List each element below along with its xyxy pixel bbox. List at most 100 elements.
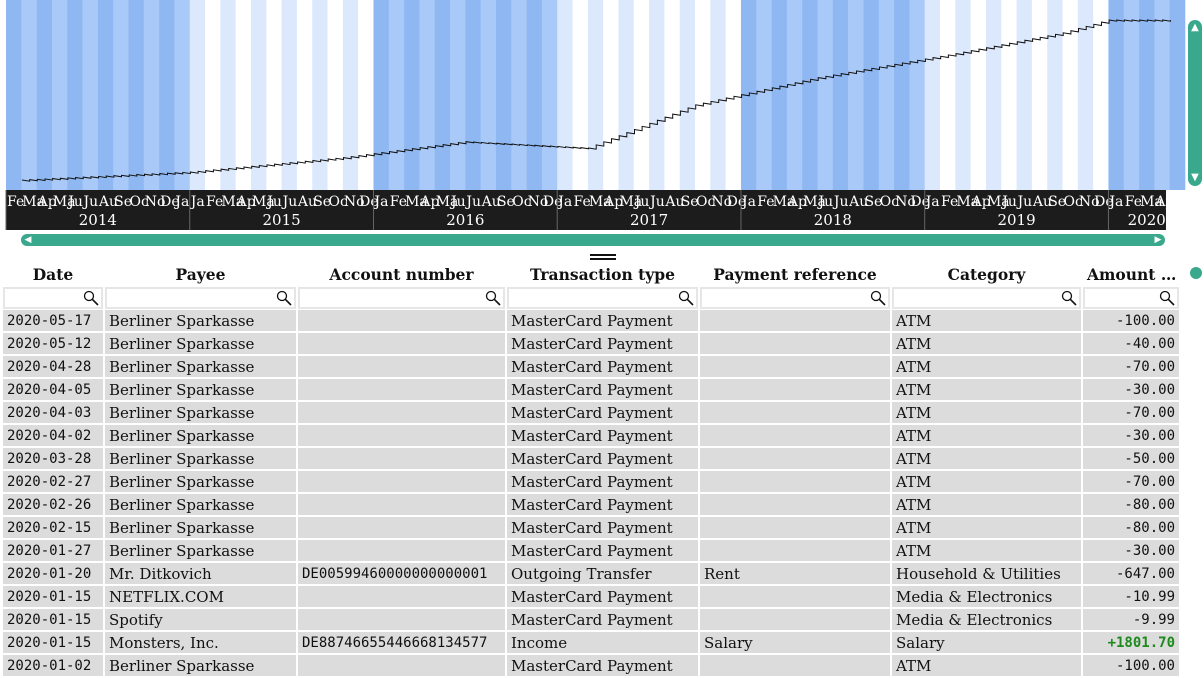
- timeline-month-band[interactable]: [817, 0, 834, 190]
- timeline-month-band[interactable]: [1031, 0, 1048, 190]
- table-row[interactable]: 2020-01-27 Berliner Sparkasse MasterCard P…: [2, 540, 1189, 563]
- search-icon[interactable]: [1061, 290, 1077, 306]
- timeline-month-band[interactable]: [1123, 0, 1140, 190]
- scroll-right-icon[interactable]: ▶: [1154, 235, 1162, 245]
- timeline-month-band[interactable]: [526, 0, 543, 190]
- horizontal-timeline-scrollbar[interactable]: ◀ ▶: [21, 234, 1165, 246]
- column-header-date[interactable]: Date: [32, 265, 74, 284]
- timeline-chart[interactable]: Fe Ma Ap Ma Ju Ju Au Se Oc No De Ja 2014 Ja Fe Ma Ap Ma Ju…: [0, 0, 1204, 250]
- timeline-month-band[interactable]: [970, 0, 987, 190]
- timeline-month-band[interactable]: [786, 0, 803, 190]
- timeline-month-band[interactable]: [128, 0, 145, 190]
- timeline-month-band[interactable]: [511, 0, 527, 190]
- timeline-month-band[interactable]: [725, 0, 742, 190]
- timeline-month-band[interactable]: [679, 0, 696, 190]
- timeline-month-band[interactable]: [143, 0, 160, 190]
- timeline-month-band[interactable]: [695, 0, 711, 190]
- timeline-month-band[interactable]: [649, 0, 665, 190]
- scroll-down-icon[interactable]: ▼: [1191, 172, 1199, 183]
- search-icon[interactable]: [276, 290, 292, 306]
- filter-input-category[interactable]: [894, 289, 1079, 307]
- timeline-month-band[interactable]: [174, 0, 191, 190]
- timeline-month-band[interactable]: [296, 0, 313, 190]
- timeline-month-band[interactable]: [358, 0, 374, 190]
- table-row[interactable]: 2020-01-15 Spotify MasterCard Payment Media…: [2, 609, 1189, 632]
- filter-input-amount[interactable]: [1085, 289, 1177, 307]
- timeline-month-band[interactable]: [113, 0, 129, 190]
- timeline-month-band[interactable]: [373, 0, 390, 190]
- table-row[interactable]: 2020-04-02 Berliner Sparkasse MasterCard P…: [2, 425, 1189, 448]
- search-icon[interactable]: [485, 290, 501, 306]
- timeline-month-band[interactable]: [924, 0, 941, 190]
- table-row[interactable]: 2020-01-02 Berliner Sparkasse MasterCard P…: [2, 655, 1189, 678]
- year-tick-label[interactable]: 2015: [263, 211, 301, 229]
- timeline-month-band[interactable]: [1093, 0, 1109, 190]
- timeline-month-band[interactable]: [940, 0, 956, 190]
- timeline-month-band[interactable]: [419, 0, 436, 190]
- filter-input-ref[interactable]: [702, 289, 888, 307]
- timeline-month-band[interactable]: [909, 0, 926, 190]
- timeline-month-band[interactable]: [51, 0, 68, 190]
- timeline-month-band[interactable]: [863, 0, 880, 190]
- timeline-month-band[interactable]: [21, 0, 37, 190]
- timeline-month-band[interactable]: [465, 0, 481, 190]
- timeline-month-band[interactable]: [618, 0, 635, 190]
- column-header-account-number[interactable]: Account number: [329, 265, 474, 284]
- timeline-month-band[interactable]: [205, 0, 221, 190]
- timeline-month-band[interactable]: [266, 0, 282, 190]
- timeline-month-band[interactable]: [1047, 0, 1063, 190]
- timeline-month-band[interactable]: [281, 0, 298, 190]
- timeline-month-band[interactable]: [159, 0, 175, 190]
- timeline-month-band[interactable]: [82, 0, 99, 190]
- timeline-month-band[interactable]: [1077, 0, 1094, 190]
- table-row[interactable]: 2020-04-28 Berliner Sparkasse MasterCard P…: [2, 356, 1189, 379]
- table-row[interactable]: 2020-01-20 Mr. Ditkovich DE005994600000000…: [2, 563, 1189, 586]
- timeline-month-band[interactable]: [756, 0, 772, 190]
- year-tick-label[interactable]: 2014: [79, 211, 117, 229]
- timeline-month-band[interactable]: [36, 0, 53, 190]
- timeline-month-band[interactable]: [97, 0, 114, 190]
- table-row[interactable]: 2020-02-26 Berliner Sparkasse MasterCard P…: [2, 494, 1189, 517]
- year-tick-label[interactable]: 2020: [1128, 211, 1166, 229]
- timeline-month-band[interactable]: [67, 0, 83, 190]
- table-row[interactable]: 2020-02-15 Berliner Sparkasse MasterCard P…: [2, 517, 1189, 540]
- panel-splitter-handle[interactable]: [590, 254, 616, 260]
- column-header-amount[interactable]: Amount …: [1087, 265, 1177, 284]
- filter-input-date[interactable]: [5, 289, 101, 307]
- timeline-month-band[interactable]: [740, 0, 757, 190]
- timeline-month-band[interactable]: [664, 0, 681, 190]
- timeline-month-band[interactable]: [572, 0, 589, 190]
- search-icon[interactable]: [870, 290, 886, 306]
- timeline-month-band[interactable]: [832, 0, 849, 190]
- timeline-month-band[interactable]: [189, 0, 206, 190]
- table-row[interactable]: 2020-05-12 Berliner Sparkasse MasterCard P…: [2, 333, 1189, 356]
- table-row[interactable]: 2020-01-15 Monsters, Inc. DE88746655446668…: [2, 632, 1189, 655]
- year-tick-label[interactable]: 2018: [814, 211, 852, 229]
- timeline-month-band[interactable]: [404, 0, 420, 190]
- table-row[interactable]: 2020-05-17 Berliner Sparkasse MasterCard P…: [2, 310, 1189, 333]
- timeline-month-band[interactable]: [495, 0, 512, 190]
- column-header-transaction-type[interactable]: Transaction type: [529, 265, 675, 284]
- timeline-month-band[interactable]: [327, 0, 344, 190]
- timeline-month-band[interactable]: [388, 0, 405, 190]
- timeline-month-band[interactable]: [220, 0, 236, 190]
- timeline-month-band[interactable]: [1062, 0, 1079, 190]
- timeline-month-band[interactable]: [985, 0, 1002, 190]
- filter-input-payee[interactable]: [107, 289, 294, 307]
- year-tick-label[interactable]: 2017: [630, 211, 668, 229]
- table-row[interactable]: 2020-03-28 Berliner Sparkasse MasterCard P…: [2, 448, 1189, 471]
- timeline-month-band[interactable]: [557, 0, 573, 190]
- timeline-month-band[interactable]: [450, 0, 466, 190]
- year-tick-label[interactable]: 2016: [446, 211, 484, 229]
- timeline-month-band[interactable]: [1169, 0, 1186, 190]
- timeline-month-band[interactable]: [802, 0, 818, 190]
- timeline-month-band[interactable]: [312, 0, 328, 190]
- timeline-month-band[interactable]: [1108, 0, 1125, 190]
- column-header-payment-reference[interactable]: Payment reference: [713, 265, 877, 284]
- column-chooser-icon[interactable]: [1190, 267, 1202, 279]
- timeline-month-band[interactable]: [771, 0, 788, 190]
- scroll-up-icon[interactable]: ▲: [1191, 22, 1199, 33]
- timeline-month-band[interactable]: [6, 0, 22, 190]
- timeline-month-band[interactable]: [1139, 0, 1155, 190]
- timeline-month-band[interactable]: [633, 0, 650, 190]
